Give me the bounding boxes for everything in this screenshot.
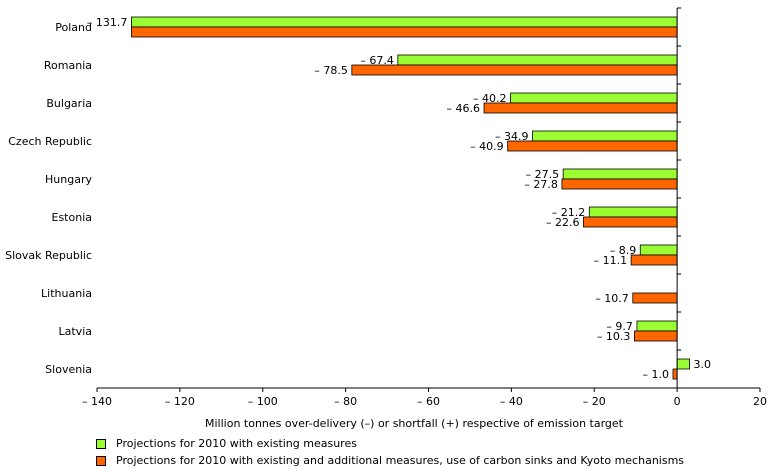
bar-bulgaria-series-1 [510, 92, 678, 104]
bar-estonia-series-2 [583, 216, 678, 228]
bar-poland-series-1 [130, 16, 678, 28]
category-label-czech-republic: Czech Republic [8, 135, 92, 148]
legend-swatch-additional [96, 455, 106, 466]
legend-item-existing: Projections for 2010 with existing measu… [96, 437, 357, 450]
category-label-slovenia: Slovenia [45, 363, 92, 376]
value-label-romania-series-1: – 67.4 [360, 54, 394, 67]
category-label-latvia: Latvia [59, 325, 93, 338]
bar-slovak-republic-series-1 [639, 244, 678, 256]
value-label-slovak-republic-series-1: – 8.9 [610, 244, 637, 257]
value-label-poland-series-1: – 131.7 [87, 16, 128, 29]
bar-hungary-series-2 [561, 178, 678, 190]
bar-hungary-series-1 [562, 168, 678, 180]
value-label-hungary-series-2: – 27.8 [524, 178, 558, 191]
value-label-slovak-republic-series-2: – 11.1 [594, 254, 628, 267]
x-tick-label: – 140 [82, 395, 112, 408]
value-label-czech-republic-series-2: – 40.9 [470, 140, 504, 153]
value-label-bulgaria-series-2: – 46.6 [447, 102, 481, 115]
bar-czech-republic-series-1 [532, 130, 678, 142]
bar-latvia-series-1 [636, 320, 678, 332]
legend-label-existing: Projections for 2010 with existing measu… [116, 437, 357, 450]
x-tick-label: – 40 [500, 395, 523, 408]
value-label-latvia-series-2: – 10.3 [597, 330, 631, 343]
category-label-bulgaria: Bulgaria [46, 97, 92, 110]
bar-estonia-series-1 [588, 206, 678, 218]
bar-poland-series-2 [130, 26, 678, 38]
legend-item-additional: Projections for 2010 with existing and a… [96, 454, 684, 467]
category-label-lithuania: Lithuania [41, 287, 92, 300]
bar-romania-series-1 [397, 54, 678, 66]
value-label-estonia-series-2: – 22.6 [546, 216, 580, 229]
x-tick-label: – 80 [334, 395, 357, 408]
value-label-romania-series-2: – 78.5 [314, 64, 348, 77]
x-tick-label: 20 [753, 395, 767, 408]
bar-slovenia-series-2 [672, 368, 678, 380]
value-label-estonia-series-1: – 21.2 [552, 206, 586, 219]
value-label-bulgaria-series-1: – 40.2 [473, 92, 507, 105]
bars-layer: Poland– 131.7 Romania – 67.4 – 78.5 Bulgaria… [5, 16, 711, 381]
value-label-hungary-series-1: – 27.5 [526, 168, 560, 181]
category-label-slovak-republic: Slovak Republic [5, 249, 92, 262]
x-tick-label: 0 [674, 395, 681, 408]
value-label-lithuania-series-2: – 10.7 [595, 292, 629, 305]
value-label-slovenia-series-2: – 1.0 [642, 368, 669, 381]
value-label-slovenia-series-1: 3.0 [694, 358, 712, 371]
value-label-latvia-series-1: – 9.7 [606, 320, 633, 333]
legend-swatch-existing [96, 438, 106, 449]
category-label-hungary: Hungary [45, 173, 92, 186]
bar-czech-republic-series-2 [507, 140, 678, 152]
bar-slovak-republic-series-2 [630, 254, 678, 266]
category-label-poland: Poland [55, 21, 92, 34]
legend-label-additional: Projections for 2010 with existing and a… [116, 454, 685, 467]
x-axis-title: Million tonnes over-delivery (–) or shor… [205, 417, 624, 430]
x-tick-label: – 100 [248, 395, 278, 408]
bar-latvia-series-2 [634, 330, 678, 342]
bar-lithuania-series-2 [632, 292, 678, 304]
bar-romania-series-2 [351, 64, 678, 76]
x-tick-label: – 20 [583, 395, 606, 408]
x-tick-label: – 60 [417, 395, 440, 408]
value-label-czech-republic-series-1: – 34.9 [495, 130, 529, 143]
category-label-romania: Romania [44, 59, 92, 72]
axes-layer: – 140 – 120 – 100 – 80 – 60 – 40 – 20 0 20 [82, 7, 767, 408]
category-label-estonia: Estonia [52, 211, 93, 224]
bar-slovenia-series-1 [676, 358, 690, 370]
bar-bulgaria-series-2 [483, 102, 678, 114]
x-tick-label: – 120 [165, 395, 195, 408]
